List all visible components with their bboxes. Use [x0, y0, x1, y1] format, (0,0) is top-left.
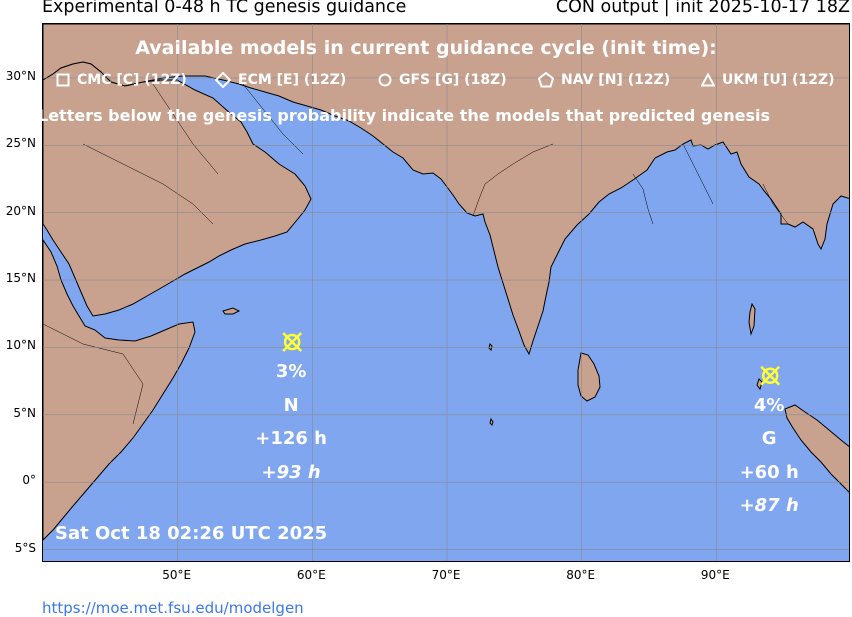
model-legend-cmc: CMC [C] (12Z)	[56, 72, 187, 88]
model-legend-ecm: ECM [E] (12Z)	[215, 72, 346, 88]
x-tick-label: 90°E	[700, 568, 730, 582]
genesis-marker-icon	[760, 365, 781, 386]
valid-time: Sat Oct 18 02:26 UTC 2025	[55, 523, 328, 544]
storm-markers	[282, 332, 781, 386]
model-legend-ukm: UKM [U] (12Z)	[701, 72, 835, 88]
graticule	[43, 24, 849, 561]
storm-model-letters: G	[761, 428, 777, 450]
y-tick-label: 5°N	[13, 405, 36, 420]
square-icon	[56, 73, 70, 87]
storm-lead-time: +126 h	[255, 428, 327, 449]
model-label: ECM [E] (12Z)	[238, 72, 347, 88]
maldives-islands	[488, 343, 494, 426]
x-tick-label: 70°E	[431, 568, 461, 582]
x-tick-label: 60°E	[296, 568, 326, 582]
socotra-island	[222, 307, 241, 315]
africa-landmass	[43, 239, 196, 541]
storm-model-letters: N	[283, 394, 299, 416]
storm-lead-time-italic: +93 h	[261, 461, 321, 483]
model-label: CMC [C] (12Z)	[77, 72, 187, 88]
source-url-link[interactable]: https://moe.met.fsu.edu/modelgen	[42, 599, 304, 617]
genesis-marker-icon	[282, 332, 303, 352]
andaman-islands	[748, 302, 756, 336]
y-tick-label: 25°N	[5, 136, 36, 151]
sumatra-landmass	[784, 404, 849, 493]
storm-lead-time-italic: +87 h	[739, 495, 799, 517]
map-panel	[42, 23, 850, 562]
country-borders	[43, 83, 789, 425]
arabia-landmass	[43, 61, 312, 317]
x-tick-label: 80°E	[566, 568, 596, 582]
title-left: Experimental 0-48 h TC genesis guidance	[42, 0, 407, 17]
asia-landmass	[43, 24, 849, 356]
storm-probability: 3%	[275, 361, 307, 382]
y-tick-label: 20°N	[5, 203, 36, 218]
y-tick-label: 30°N	[5, 68, 36, 83]
storm-probability: 4%	[753, 394, 785, 416]
circle-icon	[378, 73, 392, 87]
pentagon-icon	[538, 72, 554, 88]
model-legend-gfs: GFS [G] (18Z)	[378, 72, 507, 88]
land-masses	[43, 24, 849, 541]
sri-lanka-landmass	[577, 352, 601, 402]
y-tick-label: 15°N	[5, 271, 36, 286]
triangle-icon	[701, 73, 715, 87]
diamond-icon	[215, 72, 231, 88]
nicobar-islands	[756, 378, 763, 391]
map-canvas	[43, 24, 849, 561]
model-label: UKM [U] (12Z)	[722, 72, 835, 88]
model-label: NAV [N] (12Z)	[561, 72, 671, 88]
models-header: Available models in current guidance cyc…	[135, 37, 717, 59]
storm-lead-time: +60 h	[739, 461, 799, 483]
title-right: CON output | init 2025-10-17 18Z	[555, 0, 850, 17]
y-tick-label: 0°	[22, 473, 36, 488]
model-label: GFS [G] (18Z)	[399, 72, 507, 88]
letters-note: Letters below the genesis probability in…	[38, 106, 771, 125]
x-tick-label: 50°E	[162, 568, 192, 582]
y-tick-label: 5°S	[14, 540, 36, 555]
y-tick-label: 10°N	[5, 338, 36, 353]
model-legend-nav: NAV [N] (12Z)	[538, 72, 670, 88]
